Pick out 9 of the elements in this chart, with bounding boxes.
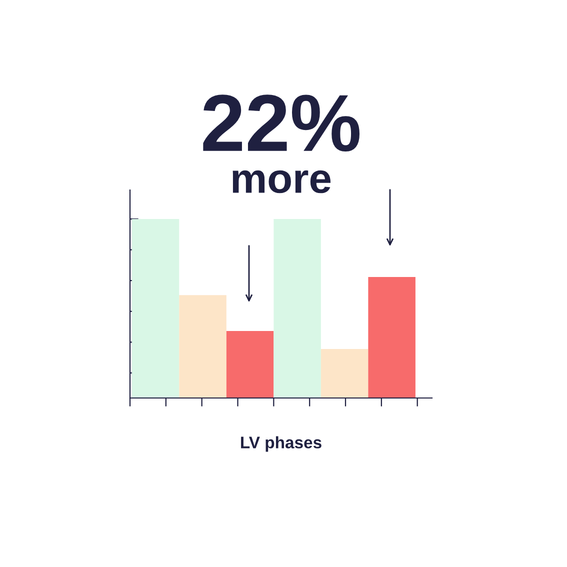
chart-subtitle: more <box>232 170 331 194</box>
x-axis-title: LV phases <box>241 436 322 452</box>
bar <box>320 348 368 398</box>
bar <box>368 276 416 398</box>
bar <box>274 219 321 398</box>
bar <box>132 219 180 398</box>
bar <box>226 331 274 398</box>
bar <box>179 295 226 398</box>
chart-title: 22% <box>203 94 360 152</box>
